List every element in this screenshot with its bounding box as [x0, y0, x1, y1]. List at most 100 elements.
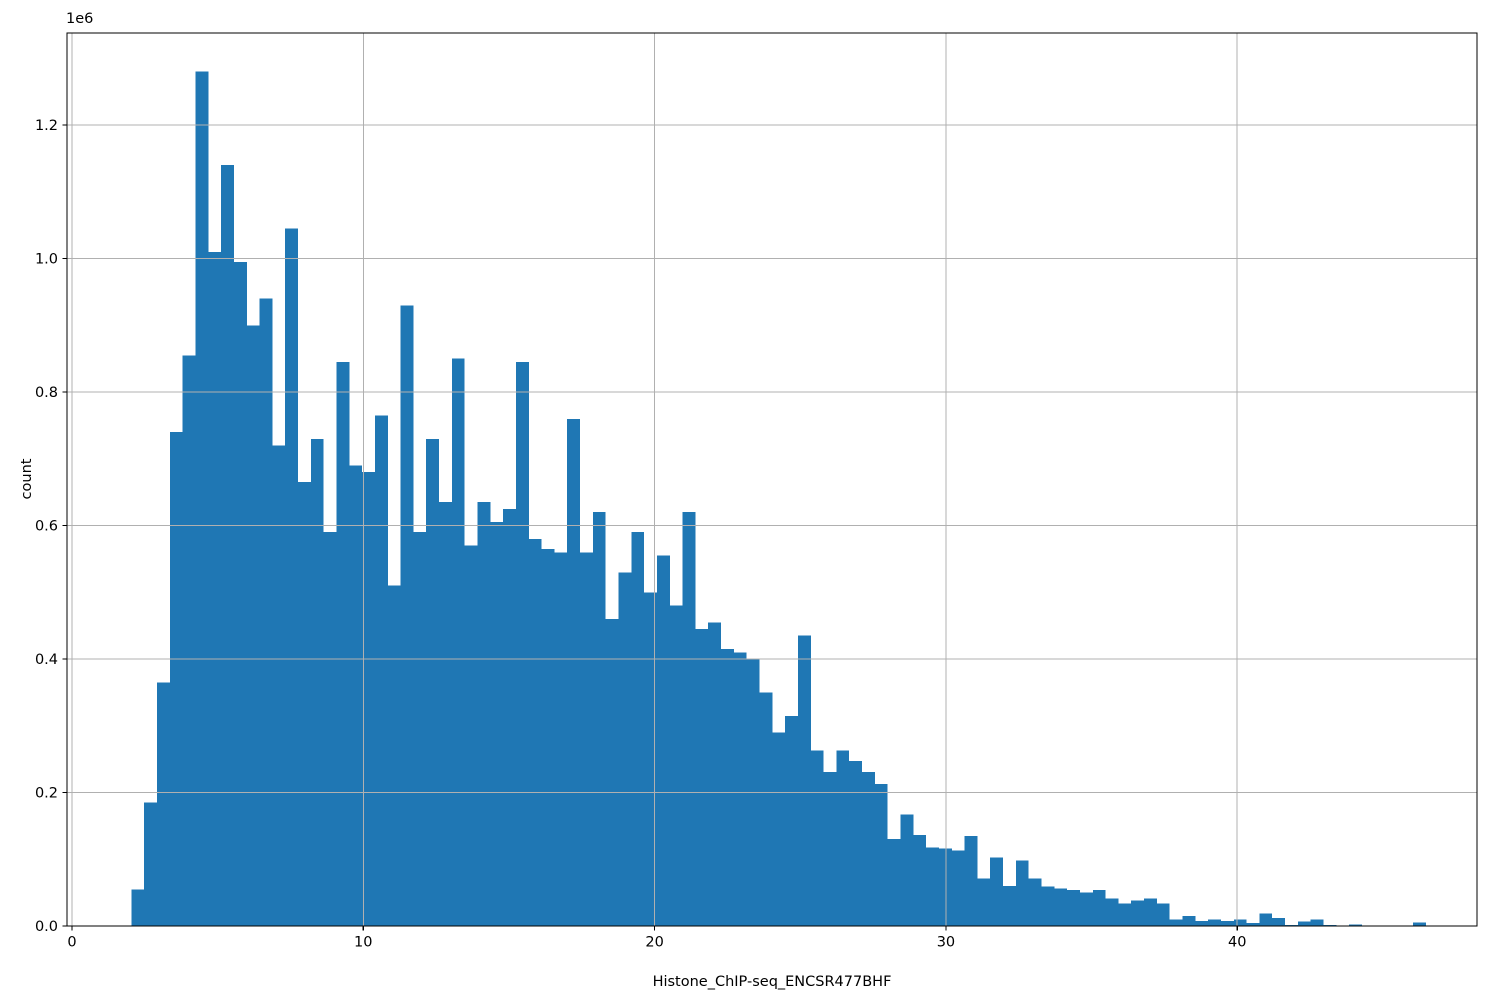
- histogram-bar: [285, 228, 299, 927]
- histogram-bar: [759, 692, 773, 926]
- histogram-bar: [1413, 922, 1427, 926]
- histogram-bar: [1182, 915, 1196, 926]
- histogram-bar: [272, 445, 286, 926]
- histogram-bar: [695, 629, 709, 926]
- histogram-bar: [1067, 889, 1080, 926]
- histogram-bar: [490, 522, 504, 926]
- histogram-bar: [772, 732, 786, 926]
- y-axis-offset-label: 1e6: [66, 11, 94, 27]
- tick-labels: 0 10 20 30 40 0.0 0.2 0.4 0.6 0.8 1.0 1.2: [35, 118, 1247, 951]
- histogram-bar: [797, 635, 811, 926]
- histogram-bar: [426, 438, 440, 926]
- histogram-bar: [1233, 919, 1247, 926]
- histogram-bar: [246, 325, 260, 927]
- histogram-bar: [733, 652, 747, 926]
- histogram-bar: [131, 889, 145, 926]
- y-tick-label: 0.8: [35, 385, 58, 401]
- histogram-bar: [977, 878, 991, 926]
- histogram-bar: [1208, 919, 1221, 926]
- histogram-bar: [323, 532, 337, 926]
- histogram-bar: [682, 512, 696, 926]
- histogram-bar: [362, 472, 375, 926]
- histogram-bar: [349, 465, 363, 926]
- histogram-bar: [310, 438, 324, 926]
- histogram-bar: [541, 548, 555, 926]
- histogram-bar: [503, 508, 516, 926]
- histogram-bar: [169, 432, 183, 926]
- x-tick-label: 30: [937, 935, 955, 951]
- histogram-bar: [554, 552, 568, 926]
- histogram-bar: [862, 771, 875, 926]
- histogram-bar: [1297, 921, 1311, 926]
- histogram-bar: [451, 358, 465, 926]
- y-tick-label: 0.6: [35, 518, 58, 534]
- histogram-bar: [823, 771, 837, 926]
- histogram-bar: [1144, 898, 1157, 926]
- histogram-bar: [1118, 903, 1132, 926]
- histogram-bar: [951, 850, 965, 926]
- histogram-bar: [810, 750, 824, 926]
- histogram-bar: [874, 783, 888, 926]
- histogram-bar: [1092, 889, 1106, 926]
- histogram-bar: [195, 71, 209, 926]
- histogram-bar: [580, 552, 593, 926]
- histogram-bar: [1246, 923, 1260, 926]
- histogram-bar: [644, 592, 657, 926]
- y-axis-label: count: [19, 458, 35, 500]
- histogram-bar: [298, 482, 311, 926]
- histogram-bar: [708, 622, 722, 926]
- histogram-bar: [669, 605, 683, 926]
- histogram-bar: [413, 532, 427, 926]
- histogram-bar: [387, 585, 401, 926]
- histogram-bar: [618, 572, 632, 926]
- y-tick-label: 1.0: [35, 251, 58, 267]
- tick-marks: [62, 124, 1238, 931]
- histogram-bar: [374, 415, 388, 926]
- histogram-bar: [836, 750, 850, 926]
- histogram-bar: [477, 502, 491, 926]
- histogram-bar: [182, 355, 196, 926]
- y-tick-label: 1.2: [35, 118, 58, 134]
- x-tick-label: 10: [354, 935, 372, 951]
- histogram-bar: [849, 761, 863, 926]
- x-tick-label: 20: [645, 935, 663, 951]
- histogram-bar: [1054, 888, 1068, 926]
- histogram-bar: [157, 682, 170, 926]
- histogram-bar: [887, 839, 901, 926]
- histogram-bar: [1105, 898, 1119, 926]
- histogram-bar: [900, 814, 914, 926]
- histogram-bar: [208, 251, 222, 926]
- histogram-bar: [1310, 919, 1324, 926]
- plot-border: [66, 32, 1478, 927]
- histogram-bar: [144, 802, 158, 926]
- histogram-bar: [1195, 920, 1209, 926]
- histogram-bar: [259, 298, 273, 926]
- histogram-bar: [439, 502, 452, 926]
- histogram-bar: [785, 715, 798, 926]
- histogram-bar: [592, 512, 606, 926]
- histogram-bar: [400, 305, 414, 926]
- x-tick-label: 0: [67, 935, 76, 951]
- histogram-bar: [1028, 878, 1042, 926]
- histogram-bar: [990, 857, 1004, 926]
- histogram-bar: [1349, 924, 1362, 926]
- histogram-bar: [1003, 885, 1016, 926]
- histogram-bar: [1079, 892, 1093, 926]
- histogram-bar: [515, 362, 529, 926]
- histogram-bar: [1015, 860, 1029, 926]
- x-tick-label: 40: [1228, 935, 1246, 951]
- histogram-bar: [721, 649, 734, 926]
- histogram-bar: [926, 847, 939, 926]
- histogram-bar: [567, 418, 581, 926]
- histogram-bar: [1156, 903, 1170, 926]
- histogram-bar: [1041, 886, 1055, 926]
- y-tick-label: 0.0: [35, 919, 58, 935]
- histogram-bar: [528, 538, 542, 926]
- histogram-bars: [131, 71, 1427, 927]
- histogram-bar: [233, 261, 247, 926]
- histogram-bar: [1169, 919, 1183, 926]
- histogram-bar: [336, 362, 350, 926]
- histogram-bar: [464, 545, 478, 926]
